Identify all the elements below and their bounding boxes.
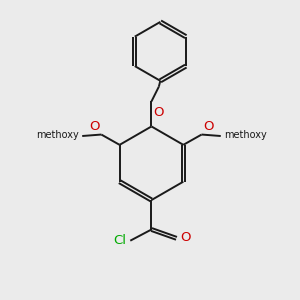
Text: Cl: Cl (114, 234, 127, 247)
Text: O: O (203, 120, 214, 133)
Text: methoxy: methoxy (224, 130, 267, 140)
Text: O: O (89, 120, 100, 133)
Text: methoxy: methoxy (36, 130, 79, 140)
Text: O: O (153, 106, 164, 119)
Text: O: O (180, 231, 190, 244)
